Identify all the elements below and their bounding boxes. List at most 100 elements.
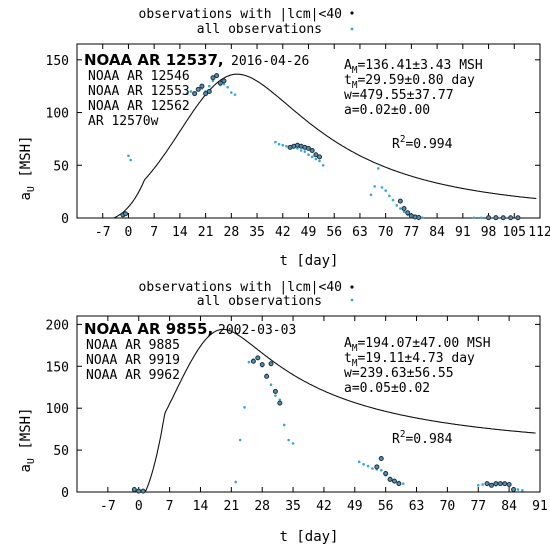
data-point-lcm xyxy=(506,481,512,487)
y-tick-label: 200 xyxy=(46,318,69,333)
data-point-all xyxy=(421,216,424,219)
x-tick-label: 112 xyxy=(528,225,550,240)
data-point-all xyxy=(303,150,307,153)
panel-date-1: 2016-04-26 xyxy=(231,54,309,69)
data-point-all xyxy=(369,193,373,197)
r-squared-2: R2=0.984 xyxy=(392,429,453,447)
data-point-lcm xyxy=(210,75,216,81)
data-point-lcm xyxy=(397,198,403,204)
data-point-lcm xyxy=(383,471,389,477)
x-tick-label: 28 xyxy=(254,499,270,514)
data-point-lcm xyxy=(221,78,227,84)
data-point-all xyxy=(379,468,383,472)
plot-frame-2 xyxy=(76,315,541,493)
x-tick-label: 84 xyxy=(501,499,517,514)
data-point-all xyxy=(234,480,238,484)
x-tick-label: 0 xyxy=(125,225,133,240)
region-label: NOAA AR 12546 xyxy=(88,69,190,84)
x-tick-label: 98 xyxy=(481,225,497,240)
data-point-lcm xyxy=(497,481,503,487)
x-tick-label: 56 xyxy=(378,499,394,514)
data-point-all xyxy=(321,163,325,167)
panel-title-2: NOAA AR 9855, xyxy=(84,320,213,338)
x-tick-label: 0 xyxy=(135,499,143,514)
region-label: AR 12570w xyxy=(88,114,159,129)
legend-marker-cyan xyxy=(350,298,354,302)
data-point-lcm xyxy=(396,481,402,487)
x-tick-label: 14 xyxy=(193,499,209,514)
legend-entry-1: observations with |lcm|<40 xyxy=(139,280,343,295)
data-point-all xyxy=(278,398,282,402)
legend-2: observations with |lcm|<40 all observati… xyxy=(139,280,354,309)
region-label: NOAA AR 12562 xyxy=(88,99,190,114)
y-axis-label-2: aU [MSH] xyxy=(18,407,37,472)
other-regions-2: NOAA AR 9885 NOAA AR 9919 NOAA AR 9962 xyxy=(86,338,180,383)
data-point-all xyxy=(318,159,321,163)
data-point-lcm xyxy=(206,88,212,94)
region-label: NOAA AR 9962 xyxy=(86,368,180,383)
data-point-all xyxy=(362,463,365,466)
data-point-lcm xyxy=(317,154,323,160)
y-axis-ticks-2: 0 50 100 150 200 xyxy=(46,318,540,501)
x-tick-label: 21 xyxy=(198,225,214,240)
x-axis-label-1: t [day] xyxy=(279,253,338,269)
data-point-all xyxy=(230,91,233,94)
fit-param: tM=19.11±4.73 day xyxy=(344,351,475,369)
x-tick-label: 21 xyxy=(224,499,240,514)
x-tick-label: 77 xyxy=(404,225,420,240)
x-axis-label-2: t [day] xyxy=(279,529,338,545)
data-point-lcm xyxy=(387,476,393,482)
y-tick-label: 0 xyxy=(61,212,69,227)
data-point-all xyxy=(222,82,226,86)
data-point-lcm xyxy=(136,488,142,494)
data-point-all xyxy=(269,383,273,387)
data-point-lcm xyxy=(493,215,499,221)
data-point-all xyxy=(357,460,361,464)
data-point-lcm xyxy=(199,83,205,89)
x-tick-label: 28 xyxy=(224,225,240,240)
region-label: NOAA AR 9919 xyxy=(86,353,180,368)
legend-entry-2: all observations xyxy=(197,22,322,37)
y-tick-label: 50 xyxy=(53,444,69,459)
x-tick-label: 49 xyxy=(347,499,363,514)
data-point-lcm xyxy=(264,373,270,379)
data-point-all xyxy=(299,149,303,152)
data-point-lcm xyxy=(131,486,137,492)
data-point-all xyxy=(307,153,310,157)
y-tick-label: 0 xyxy=(61,486,69,501)
data-point-lcm xyxy=(140,488,146,494)
r-squared-1: R2=0.994 xyxy=(392,134,453,152)
x-tick-label: 35 xyxy=(285,499,301,514)
data-point-all xyxy=(226,85,229,89)
data-point-lcm xyxy=(203,91,209,97)
data-point-lcm xyxy=(391,478,397,484)
data-point-lcm xyxy=(217,80,223,86)
data-point-all xyxy=(129,158,132,162)
data-point-lcm xyxy=(250,358,256,364)
data-point-lcm xyxy=(192,91,198,97)
y-axis-ticks-1: 0 50 100 150 xyxy=(46,54,540,227)
data-point-all xyxy=(274,140,277,144)
x-tick-label: 35 xyxy=(249,225,265,240)
data-point-all xyxy=(238,438,242,442)
y-tick-label: 150 xyxy=(46,360,69,375)
fit-param: a=0.05±0.02 xyxy=(344,381,430,396)
data-point-lcm xyxy=(259,362,265,368)
fit-curve-1 xyxy=(113,73,537,219)
x-tick-label: 84 xyxy=(429,225,445,240)
data-point-lcm xyxy=(484,481,490,487)
data-point-lcm xyxy=(272,388,278,394)
legend-entry-2: all observations xyxy=(197,294,322,309)
panel-title-1: NOAA AR 12537, xyxy=(84,51,224,69)
data-point-lcm xyxy=(313,152,319,158)
y-tick-label: 100 xyxy=(46,402,69,417)
data-point-all xyxy=(296,147,299,150)
data-point-all xyxy=(285,144,288,148)
panel-1: observations with |lcm|<40 all observati… xyxy=(18,7,550,269)
fit-param: a=0.02±0.00 xyxy=(344,103,430,118)
x-tick-label: 63 xyxy=(409,499,425,514)
data-point-lcm xyxy=(515,215,521,221)
x-tick-label: -7 xyxy=(100,499,116,514)
